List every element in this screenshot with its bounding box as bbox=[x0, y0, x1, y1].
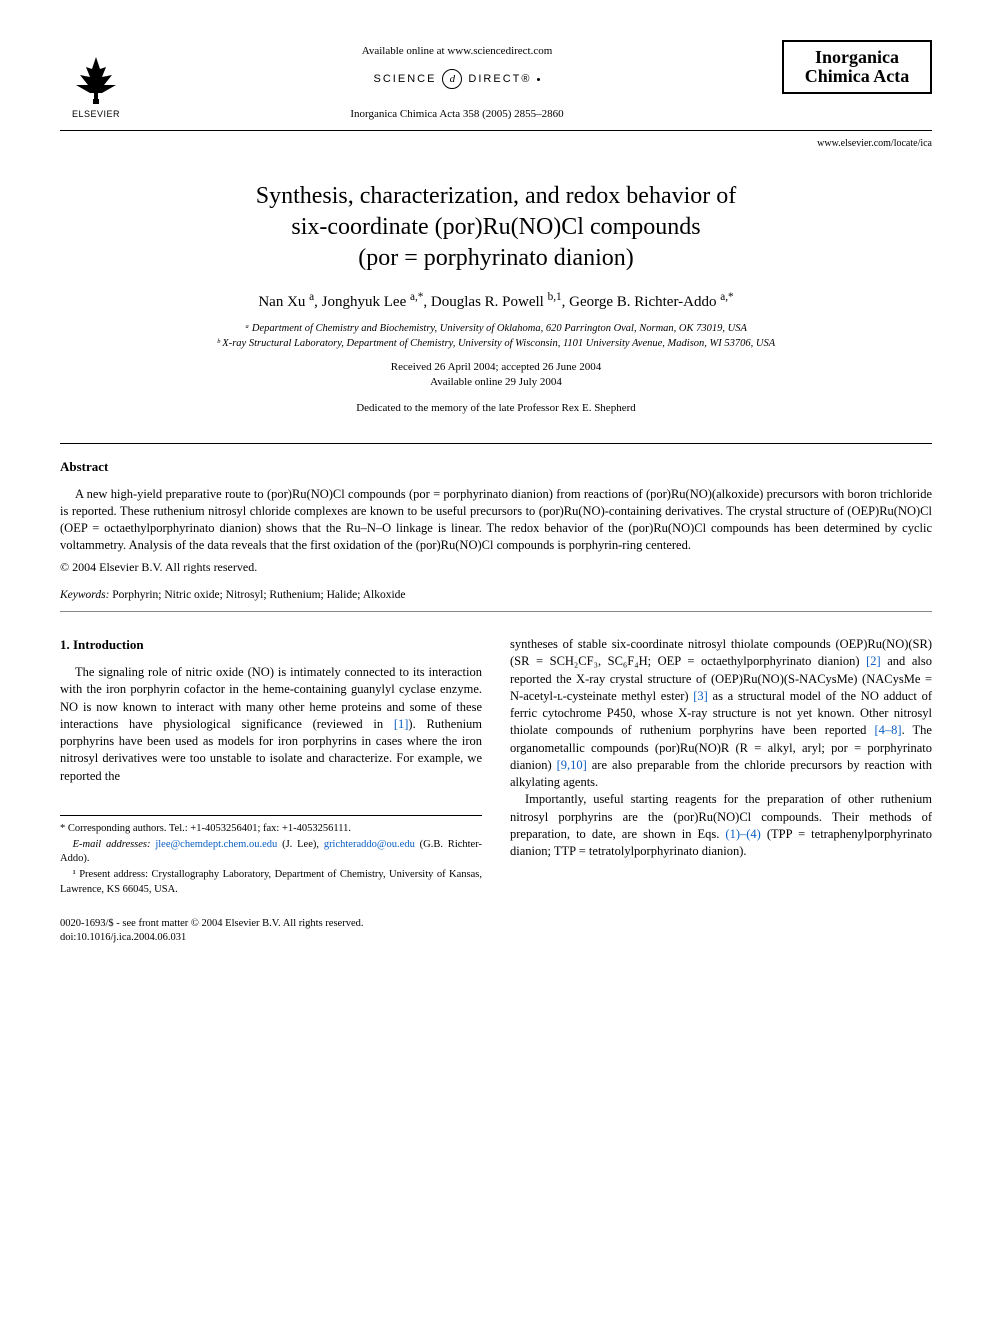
affiliation-a: ᵃ Department of Chemistry and Biochemist… bbox=[60, 322, 932, 337]
journal-reference: Inorganica Chimica Acta 358 (2005) 2855–… bbox=[132, 107, 782, 122]
email-who-1: (J. Lee), bbox=[282, 839, 319, 850]
brand-line-1: Inorganica bbox=[792, 48, 922, 67]
affiliations: ᵃ Department of Chemistry and Biochemist… bbox=[60, 322, 932, 351]
issn-line: 0020-1693/$ - see front matter © 2004 El… bbox=[60, 917, 932, 931]
keywords-list: Porphyrin; Nitric oxide; Nitrosyl; Ruthe… bbox=[112, 589, 405, 601]
elsevier-tree-icon bbox=[66, 51, 126, 106]
intro-para-right-1: syntheses of stable six-coordinate nitro… bbox=[510, 636, 932, 791]
scidirect-left: SCIENCE bbox=[374, 72, 437, 87]
divider bbox=[60, 611, 932, 612]
divider bbox=[60, 443, 932, 444]
intro-para-right-2: Importantly, useful starting reagents fo… bbox=[510, 791, 932, 860]
intro-heading: 1. Introduction bbox=[60, 636, 482, 654]
email-line: E-mail addresses: jlee@chemdept.chem.ou.… bbox=[60, 838, 482, 866]
scidirect-right: DIRECT® bbox=[468, 72, 531, 87]
article-dates: Received 26 April 2004; accepted 26 June… bbox=[60, 360, 932, 391]
received-date: Received 26 April 2004; accepted 26 June… bbox=[60, 360, 932, 375]
brand-line-2: Chimica Acta bbox=[792, 67, 922, 86]
corresponding-note: * Corresponding authors. Tel.: +1-405325… bbox=[60, 822, 482, 836]
affiliation-b: ᵇ X-ray Structural Laboratory, Departmen… bbox=[60, 337, 932, 352]
header-center: Available online at www.sciencedirect.co… bbox=[132, 40, 782, 122]
citation-link[interactable]: [2] bbox=[866, 654, 881, 668]
abstract-heading: Abstract bbox=[60, 458, 932, 476]
journal-header: ELSEVIER Available online at www.science… bbox=[60, 40, 932, 131]
scidirect-d-icon: d bbox=[442, 69, 462, 89]
email-label: E-mail addresses: bbox=[73, 839, 151, 850]
dot-icon bbox=[537, 78, 540, 81]
locate-url: www.elsevier.com/locate/ica bbox=[60, 137, 932, 151]
citation-link[interactable]: (1)–(4) bbox=[725, 827, 760, 841]
title-line-2: six-coordinate (por)Ru(NO)Cl compounds bbox=[291, 214, 700, 240]
present-address-note: ¹ Present address: Crystallography Labor… bbox=[60, 868, 482, 896]
title-line-3: (por = porphyrinato dianion) bbox=[358, 245, 633, 271]
sciencedirect-logo: SCIENCE d DIRECT® bbox=[374, 69, 541, 89]
left-column: 1. Introduction The signaling role of ni… bbox=[60, 636, 482, 899]
doi-line: doi:10.1016/j.ica.2004.06.031 bbox=[60, 931, 932, 945]
author-list: Nan Xu a, Jonghyuk Lee a,*, Douglas R. P… bbox=[60, 292, 932, 312]
dedication: Dedicated to the memory of the late Prof… bbox=[60, 401, 932, 416]
citation-link[interactable]: [1] bbox=[394, 717, 409, 731]
right-column: syntheses of stable six-coordinate nitro… bbox=[510, 636, 932, 899]
keywords-label: Keywords: bbox=[60, 589, 109, 601]
citation-link[interactable]: [9,10] bbox=[557, 758, 587, 772]
email-link-2[interactable]: grichteraddo@ou.edu bbox=[324, 839, 415, 850]
title-line-1: Synthesis, characterization, and redox b… bbox=[256, 183, 737, 209]
available-online-line: Available online at www.sciencedirect.co… bbox=[132, 44, 782, 59]
citation-link[interactable]: [3] bbox=[693, 689, 708, 703]
keywords: Keywords: Porphyrin; Nitric oxide; Nitro… bbox=[60, 588, 932, 604]
publisher-name: ELSEVIER bbox=[72, 108, 120, 120]
article-title: Synthesis, characterization, and redox b… bbox=[120, 181, 872, 275]
elsevier-logo: ELSEVIER bbox=[60, 40, 132, 120]
intro-para-left: The signaling role of nitric oxide (NO) … bbox=[60, 664, 482, 785]
body-columns: 1. Introduction The signaling role of ni… bbox=[60, 636, 932, 899]
journal-brand-box: Inorganica Chimica Acta bbox=[782, 40, 932, 94]
abstract-copyright: © 2004 Elsevier B.V. All rights reserved… bbox=[60, 559, 932, 575]
email-link-1[interactable]: jlee@chemdept.chem.ou.edu bbox=[155, 839, 277, 850]
abstract-body: A new high-yield preparative route to (p… bbox=[60, 486, 932, 554]
citation-link[interactable]: [4–8] bbox=[875, 723, 902, 737]
footer-meta: 0020-1693/$ - see front matter © 2004 El… bbox=[60, 917, 932, 945]
footnotes: * Corresponding authors. Tel.: +1-405325… bbox=[60, 815, 482, 897]
online-date: Available online 29 July 2004 bbox=[60, 375, 932, 390]
journal-brand: Inorganica Chimica Acta bbox=[782, 40, 932, 94]
